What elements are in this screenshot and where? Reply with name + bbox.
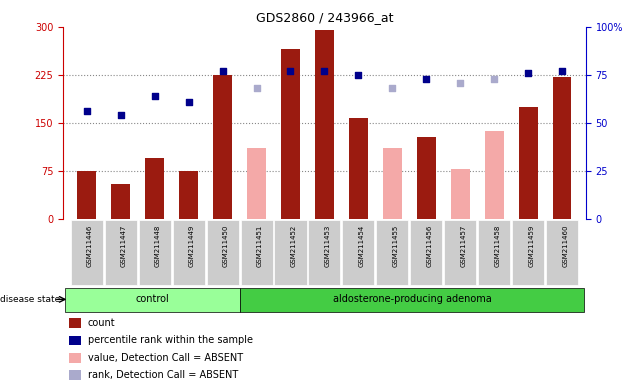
Text: GSM211448: GSM211448 — [155, 224, 161, 266]
Text: GSM211452: GSM211452 — [290, 224, 297, 266]
Bar — [69, 353, 81, 362]
Title: GDS2860 / 243966_at: GDS2860 / 243966_at — [256, 11, 393, 24]
FancyBboxPatch shape — [512, 220, 544, 285]
Text: rank, Detection Call = ABSENT: rank, Detection Call = ABSENT — [88, 370, 238, 380]
Point — [251, 85, 261, 91]
FancyBboxPatch shape — [342, 220, 374, 285]
Bar — [213, 75, 232, 219]
Point — [82, 108, 92, 114]
FancyBboxPatch shape — [309, 220, 340, 285]
Text: count: count — [88, 318, 115, 328]
Text: GSM211456: GSM211456 — [427, 224, 432, 266]
Bar — [180, 171, 198, 219]
Text: GSM211457: GSM211457 — [461, 224, 466, 266]
FancyBboxPatch shape — [444, 220, 476, 285]
Text: value, Detection Call = ABSENT: value, Detection Call = ABSENT — [88, 353, 243, 363]
FancyBboxPatch shape — [546, 220, 578, 285]
Text: GSM211451: GSM211451 — [256, 224, 263, 266]
Bar — [417, 137, 436, 219]
Point — [387, 85, 398, 91]
Point — [285, 68, 295, 74]
Point — [150, 93, 160, 99]
FancyBboxPatch shape — [173, 220, 205, 285]
Text: GSM211447: GSM211447 — [121, 224, 127, 266]
Bar — [315, 30, 334, 219]
Point — [523, 70, 533, 76]
FancyBboxPatch shape — [240, 288, 584, 312]
Bar — [69, 336, 81, 345]
Text: GSM211449: GSM211449 — [188, 224, 195, 266]
Text: control: control — [135, 295, 169, 305]
Bar — [247, 149, 266, 219]
Point — [455, 79, 466, 86]
FancyBboxPatch shape — [207, 220, 239, 285]
Text: GSM211446: GSM211446 — [87, 224, 93, 266]
Point — [421, 76, 432, 82]
Point — [557, 68, 567, 74]
Text: percentile rank within the sample: percentile rank within the sample — [88, 336, 253, 346]
Bar — [69, 318, 81, 328]
Text: GSM211460: GSM211460 — [562, 224, 568, 267]
Bar — [553, 77, 571, 219]
Bar — [69, 370, 81, 380]
Text: disease state: disease state — [0, 295, 60, 304]
FancyBboxPatch shape — [275, 220, 307, 285]
Text: GSM211459: GSM211459 — [528, 224, 534, 266]
Bar — [349, 118, 368, 219]
Text: GSM211455: GSM211455 — [392, 224, 398, 266]
Bar — [77, 171, 96, 219]
Bar — [281, 49, 300, 219]
FancyBboxPatch shape — [65, 288, 239, 312]
Bar — [519, 107, 537, 219]
Point — [183, 99, 193, 105]
Text: aldosterone-producing adenoma: aldosterone-producing adenoma — [333, 295, 491, 305]
FancyBboxPatch shape — [71, 220, 103, 285]
Point — [353, 72, 364, 78]
Bar — [451, 169, 469, 219]
FancyBboxPatch shape — [105, 220, 137, 285]
Point — [116, 112, 126, 118]
FancyBboxPatch shape — [478, 220, 510, 285]
Text: GSM211453: GSM211453 — [324, 224, 331, 266]
FancyBboxPatch shape — [139, 220, 171, 285]
Point — [489, 76, 499, 82]
Text: GSM211454: GSM211454 — [358, 224, 364, 266]
Bar — [146, 158, 164, 219]
Point — [319, 68, 329, 74]
Text: GSM211450: GSM211450 — [222, 224, 229, 266]
FancyBboxPatch shape — [376, 220, 408, 285]
Text: GSM211458: GSM211458 — [494, 224, 500, 266]
Bar — [485, 131, 503, 219]
FancyBboxPatch shape — [410, 220, 442, 285]
Bar — [383, 149, 402, 219]
Bar — [112, 184, 130, 219]
Point — [217, 68, 227, 74]
FancyBboxPatch shape — [241, 220, 273, 285]
